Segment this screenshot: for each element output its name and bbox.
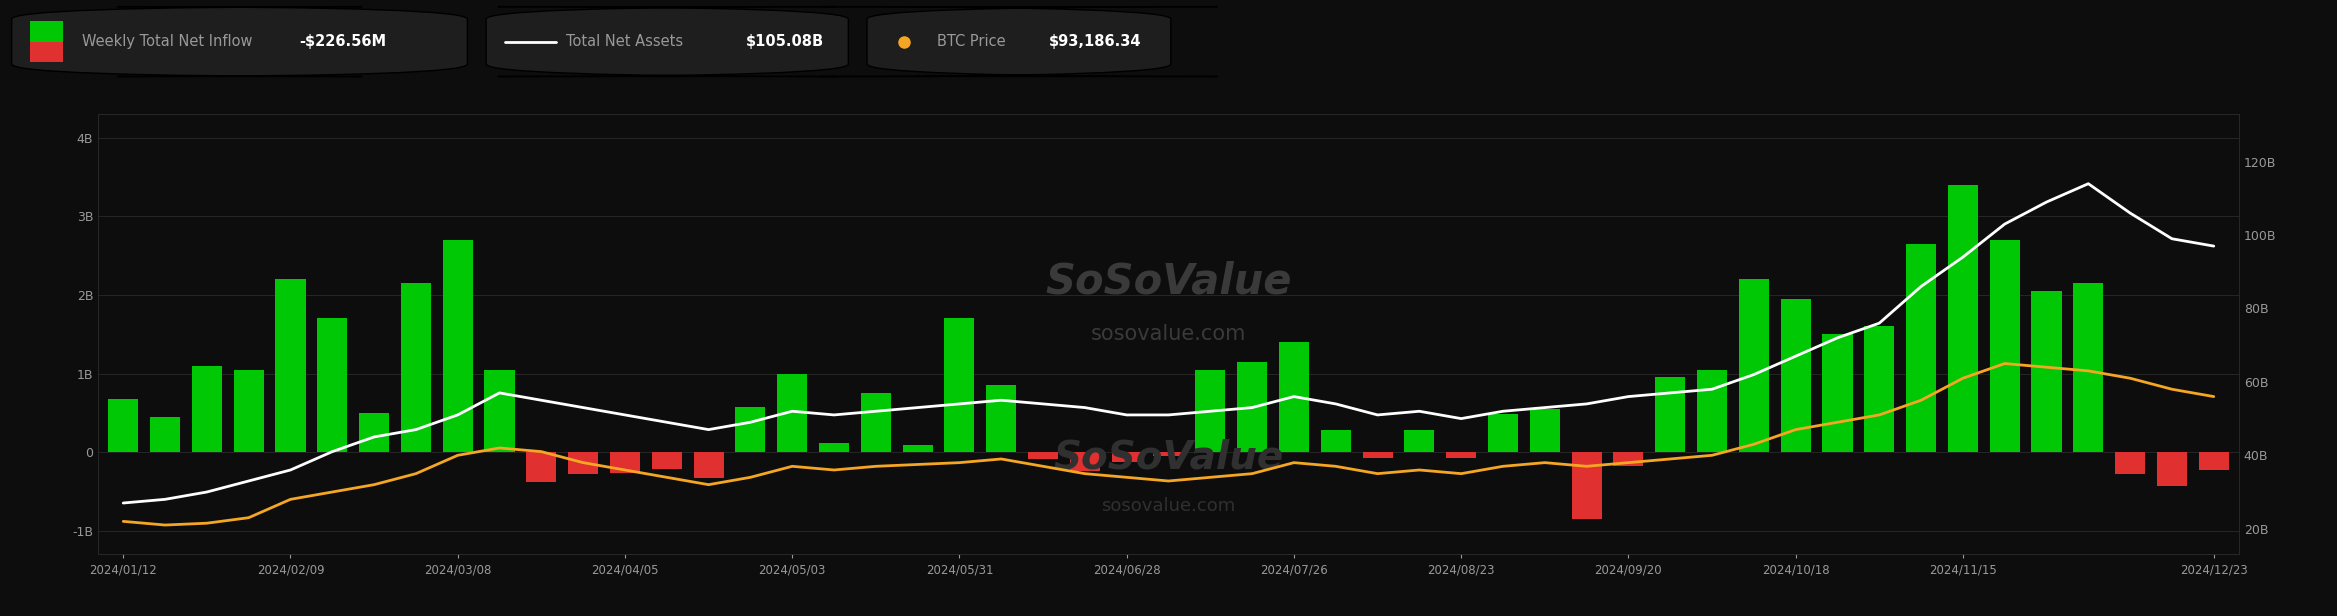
Bar bbox=[1655, 378, 1685, 452]
Bar bbox=[2073, 283, 2103, 452]
Bar bbox=[30, 21, 63, 41]
Bar bbox=[778, 373, 806, 452]
Bar bbox=[694, 452, 724, 478]
Bar bbox=[192, 366, 222, 452]
Bar bbox=[234, 370, 264, 452]
Text: sosovalue.com: sosovalue.com bbox=[1101, 497, 1236, 515]
Bar bbox=[360, 413, 390, 452]
FancyBboxPatch shape bbox=[820, 7, 1218, 76]
Text: Weekly Total Net Inflow: Weekly Total Net Inflow bbox=[82, 34, 257, 49]
Bar bbox=[2031, 291, 2061, 452]
Bar bbox=[902, 445, 932, 452]
Bar bbox=[318, 318, 348, 452]
Bar bbox=[1320, 430, 1351, 452]
Bar bbox=[1278, 342, 1309, 452]
Bar bbox=[1531, 409, 1559, 452]
FancyBboxPatch shape bbox=[486, 7, 848, 76]
Bar bbox=[944, 318, 975, 452]
Text: sosovalue.com: sosovalue.com bbox=[1091, 324, 1246, 344]
Bar bbox=[1781, 299, 1811, 452]
FancyBboxPatch shape bbox=[12, 7, 467, 76]
Bar bbox=[30, 42, 63, 62]
Bar bbox=[526, 452, 556, 482]
Bar bbox=[1865, 326, 1895, 452]
Bar bbox=[736, 407, 767, 452]
Bar bbox=[1362, 452, 1393, 458]
Bar bbox=[986, 385, 1017, 452]
Text: SoSoValue: SoSoValue bbox=[1054, 439, 1283, 477]
Bar bbox=[1070, 452, 1101, 471]
Bar bbox=[1236, 362, 1267, 452]
Text: $105.08B: $105.08B bbox=[746, 34, 823, 49]
Bar bbox=[1570, 452, 1601, 519]
Bar bbox=[1405, 430, 1435, 452]
Text: Total Net Assets: Total Net Assets bbox=[566, 34, 687, 49]
Bar bbox=[1154, 452, 1183, 456]
Bar bbox=[1112, 452, 1143, 461]
Bar bbox=[2157, 452, 2187, 486]
Bar bbox=[818, 443, 848, 452]
Bar bbox=[2199, 452, 2229, 470]
Bar bbox=[1823, 334, 1853, 452]
Text: BTC Price: BTC Price bbox=[937, 34, 1010, 49]
Bar bbox=[150, 417, 180, 452]
Bar bbox=[1194, 370, 1225, 452]
Text: -$226.56M: -$226.56M bbox=[299, 34, 386, 49]
Bar bbox=[484, 370, 514, 452]
Bar bbox=[2115, 452, 2145, 474]
Bar bbox=[860, 393, 890, 452]
Bar bbox=[1697, 370, 1727, 452]
Text: $93,186.34: $93,186.34 bbox=[1049, 34, 1143, 49]
Bar bbox=[610, 452, 640, 473]
Bar bbox=[402, 283, 430, 452]
Bar bbox=[568, 452, 598, 474]
Bar bbox=[1907, 244, 1935, 452]
Bar bbox=[652, 452, 682, 469]
Bar bbox=[1028, 452, 1059, 460]
Bar bbox=[1447, 452, 1477, 458]
Bar bbox=[276, 279, 306, 452]
Bar bbox=[1989, 240, 2019, 452]
Bar bbox=[1947, 185, 1977, 452]
Bar bbox=[442, 240, 472, 452]
Bar bbox=[1613, 452, 1643, 466]
Text: SoSoValue: SoSoValue bbox=[1045, 261, 1292, 302]
Bar bbox=[108, 399, 138, 452]
Bar bbox=[1739, 279, 1769, 452]
Bar bbox=[1489, 415, 1519, 452]
